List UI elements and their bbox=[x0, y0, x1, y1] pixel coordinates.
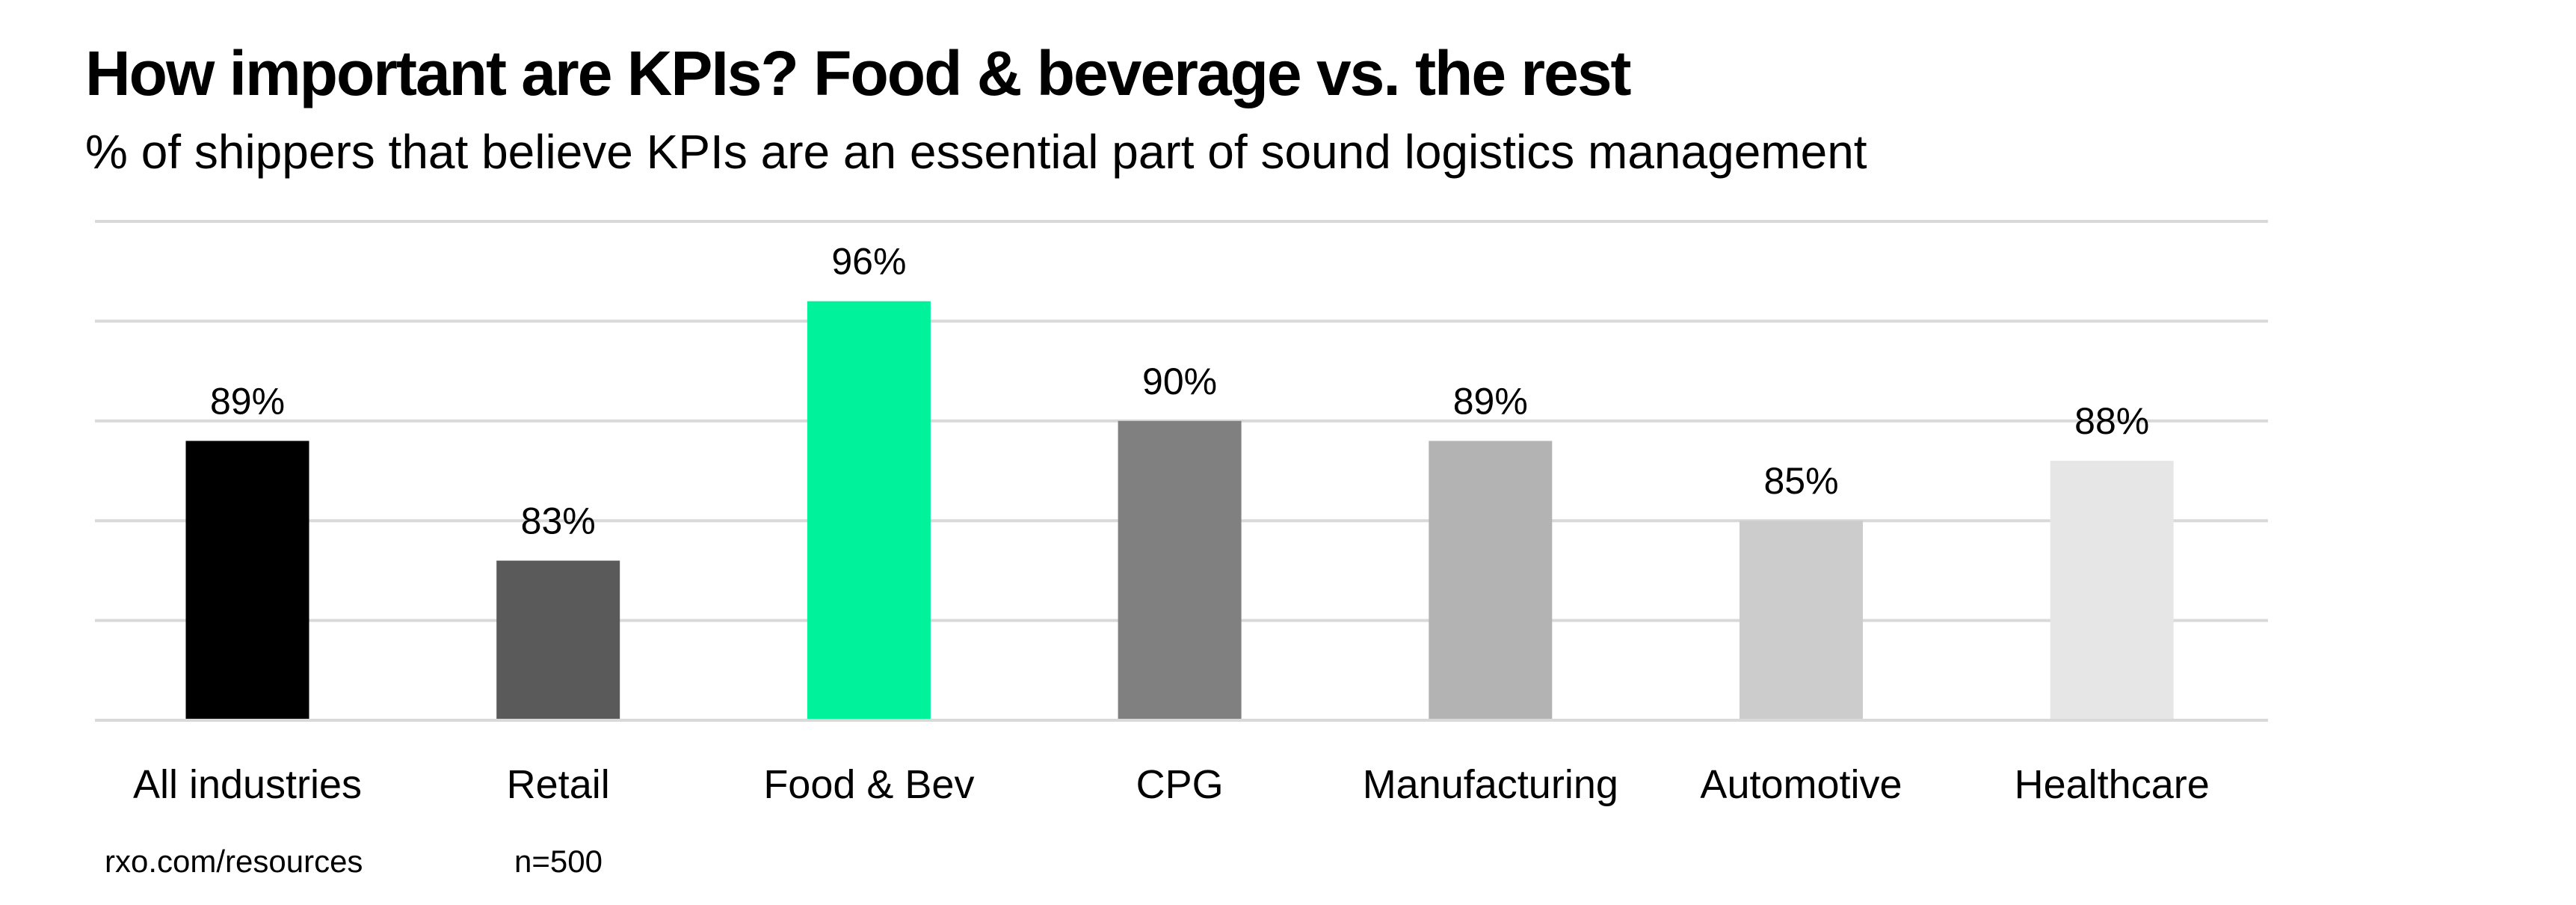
data-label: 90% bbox=[1142, 361, 1217, 402]
sample-size-note: n=500 bbox=[514, 844, 603, 879]
data-label: 88% bbox=[2074, 400, 2149, 442]
bar bbox=[1429, 441, 1553, 719]
category-label: CPG bbox=[1136, 762, 1224, 807]
data-label: 85% bbox=[1763, 460, 1838, 502]
category-label: Retail bbox=[507, 762, 610, 807]
data-label: 96% bbox=[831, 241, 906, 283]
data-label: 83% bbox=[521, 500, 596, 542]
bar bbox=[1118, 420, 1242, 719]
bar bbox=[1740, 521, 1863, 719]
source-note: rxo.com/resources bbox=[105, 844, 363, 879]
bar bbox=[807, 301, 931, 720]
data-label: 89% bbox=[210, 380, 285, 422]
category-labels: All industries Retail Food & Bev CPG Manufac… bbox=[133, 762, 2210, 807]
category-label: Healthcare bbox=[2015, 762, 2210, 807]
chart-title: How important are KPIs? Food & beverage … bbox=[85, 38, 1632, 108]
category-label: Food & Bev bbox=[763, 762, 974, 807]
bar bbox=[2050, 461, 2174, 719]
category-label: Automotive bbox=[1700, 762, 1902, 807]
data-label: 89% bbox=[1453, 380, 1528, 422]
data-labels: 89% 83% 96% 90% 89% 85% 88% bbox=[210, 241, 2149, 542]
category-label: All industries bbox=[133, 762, 362, 807]
category-label: Manufacturing bbox=[1363, 762, 1618, 807]
bar bbox=[496, 560, 620, 719]
bar bbox=[185, 441, 309, 719]
chart-subtitle: % of shippers that believe KPIs are an e… bbox=[85, 125, 1867, 179]
bars bbox=[185, 301, 2174, 720]
